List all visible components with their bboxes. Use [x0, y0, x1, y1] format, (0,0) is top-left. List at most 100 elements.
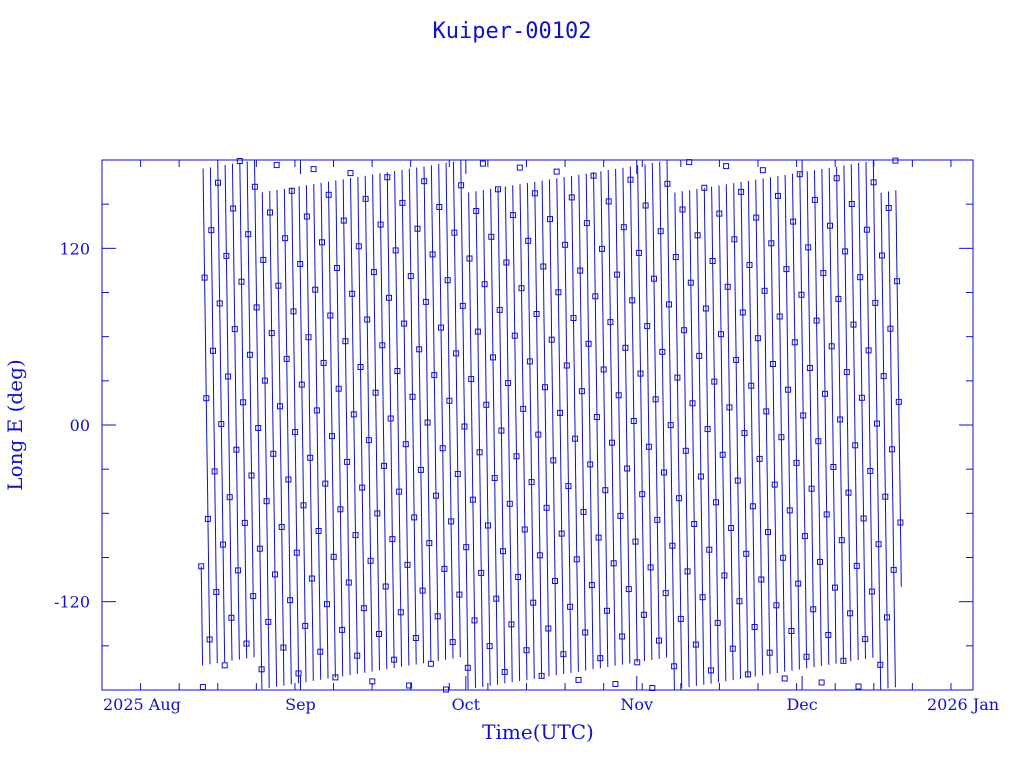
series-line	[563, 177, 572, 673]
data-point	[486, 643, 493, 650]
data-point	[335, 385, 342, 392]
data-point	[671, 663, 678, 670]
x-tick-label: Sep	[285, 695, 316, 714]
data-point	[240, 399, 247, 406]
data-point	[498, 427, 505, 434]
data-point	[778, 434, 785, 441]
data-point	[446, 397, 453, 404]
data-point	[458, 182, 465, 189]
data-point	[350, 411, 357, 418]
data-point	[307, 454, 314, 461]
data-point	[728, 525, 735, 531]
data-point	[776, 313, 783, 320]
data-point	[800, 412, 807, 419]
series-line	[224, 164, 233, 661]
x-axis-label: Time(UTC)	[482, 720, 594, 744]
data-point	[761, 287, 768, 294]
data-point	[848, 201, 855, 207]
data-point	[349, 290, 356, 297]
data-point	[632, 538, 639, 545]
series-line	[475, 191, 484, 688]
data-point	[248, 472, 255, 479]
series-line	[865, 161, 874, 658]
series-line	[534, 181, 543, 678]
series-line	[364, 175, 373, 672]
data-point	[568, 194, 575, 201]
data-point	[592, 293, 599, 300]
series-line	[784, 174, 793, 671]
data-point	[441, 565, 448, 572]
data-point	[471, 617, 478, 624]
data-point	[478, 569, 485, 576]
data-point	[765, 529, 771, 536]
data-point	[691, 521, 698, 527]
data-point	[749, 503, 756, 510]
data-point	[245, 231, 252, 238]
data-point	[682, 447, 689, 454]
data-point	[345, 579, 352, 586]
series-line	[585, 173, 594, 670]
data-point	[221, 662, 228, 669]
data-point	[387, 415, 394, 422]
series-line	[872, 160, 882, 690]
data-point	[297, 261, 304, 267]
series-line	[696, 188, 705, 685]
data-point	[702, 305, 709, 312]
series-line	[651, 162, 660, 659]
data-point	[339, 626, 346, 633]
data-point	[666, 301, 672, 308]
data-point	[288, 187, 295, 194]
data-point	[656, 637, 662, 644]
data-point	[723, 163, 730, 170]
data-point	[786, 507, 793, 514]
data-point	[811, 196, 818, 203]
series-line	[512, 185, 521, 682]
series-line	[335, 180, 344, 677]
series-line	[607, 169, 616, 666]
data-point	[427, 660, 434, 667]
data-point	[790, 218, 797, 225]
series-line	[379, 173, 388, 670]
data-point	[253, 304, 260, 311]
data-point	[538, 672, 545, 679]
data-point	[858, 394, 865, 401]
data-point	[718, 331, 724, 338]
data-point	[624, 465, 631, 472]
data-point	[485, 522, 491, 529]
series-line	[298, 186, 307, 683]
series-line	[689, 190, 697, 686]
data-point	[456, 591, 463, 598]
data-point	[578, 388, 585, 395]
data-point	[803, 653, 810, 660]
data-point	[325, 191, 332, 198]
series-line	[394, 170, 402, 667]
data-point	[770, 361, 776, 367]
data-point	[490, 354, 496, 361]
data-point	[290, 308, 297, 315]
data-point	[753, 214, 760, 221]
data-point	[277, 403, 283, 410]
data-point	[246, 351, 253, 358]
data-point	[315, 528, 322, 534]
data-point	[827, 222, 833, 229]
data-point	[337, 506, 344, 513]
data-point	[820, 270, 827, 277]
data-point	[583, 220, 590, 227]
data-point	[627, 176, 634, 183]
data-point	[236, 158, 243, 164]
data-point	[474, 328, 481, 335]
data-point	[694, 232, 701, 239]
data-point	[409, 393, 416, 400]
data-point	[545, 625, 552, 632]
data-point	[756, 455, 763, 462]
data-point	[713, 499, 719, 506]
data-point	[500, 548, 506, 555]
data-point	[332, 674, 339, 681]
data-point	[555, 289, 562, 296]
series-line	[445, 162, 454, 659]
data-point	[362, 195, 369, 202]
data-point	[404, 561, 411, 568]
data-point	[867, 468, 874, 474]
data-point	[885, 205, 892, 211]
data-point	[392, 247, 399, 254]
